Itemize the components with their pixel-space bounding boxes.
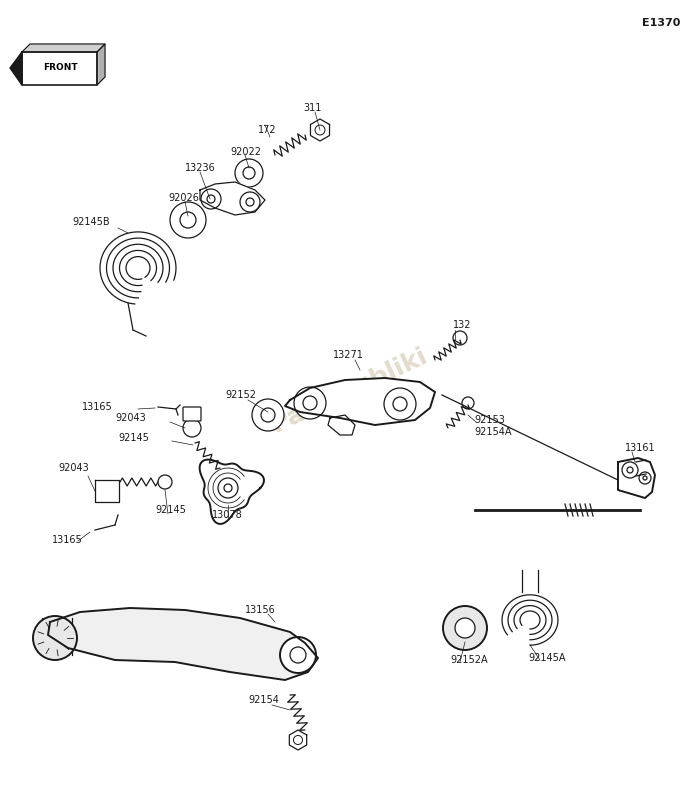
Text: 92145: 92145	[118, 433, 149, 443]
Circle shape	[235, 159, 263, 187]
Circle shape	[201, 189, 221, 209]
Text: 13161: 13161	[625, 443, 656, 453]
Circle shape	[643, 476, 647, 480]
Polygon shape	[200, 182, 265, 215]
Text: 132: 132	[453, 320, 471, 330]
Text: 92022: 92022	[230, 147, 261, 157]
Polygon shape	[618, 458, 655, 498]
Circle shape	[294, 735, 302, 745]
Text: 13156: 13156	[245, 605, 276, 615]
Polygon shape	[97, 44, 105, 85]
Text: 92152: 92152	[225, 390, 256, 400]
Text: 13078: 13078	[212, 510, 243, 520]
Circle shape	[280, 637, 316, 673]
Polygon shape	[95, 480, 119, 502]
Text: 92043: 92043	[115, 413, 146, 423]
Circle shape	[207, 195, 215, 203]
Circle shape	[246, 198, 254, 206]
Polygon shape	[48, 608, 318, 680]
Polygon shape	[12, 52, 22, 85]
Circle shape	[170, 202, 206, 238]
Text: 92154A: 92154A	[474, 427, 511, 437]
Polygon shape	[289, 730, 307, 750]
Text: 92043: 92043	[58, 463, 89, 473]
Text: 13165: 13165	[52, 535, 83, 545]
Circle shape	[180, 212, 196, 228]
Polygon shape	[22, 44, 105, 52]
Circle shape	[252, 399, 284, 431]
Circle shape	[261, 408, 275, 422]
Text: 13236: 13236	[185, 163, 216, 173]
Circle shape	[627, 467, 633, 473]
Text: FRONT: FRONT	[43, 63, 77, 73]
Circle shape	[33, 616, 77, 660]
Polygon shape	[285, 378, 435, 425]
Circle shape	[639, 472, 651, 484]
Circle shape	[462, 397, 474, 409]
Circle shape	[218, 478, 238, 498]
Text: 92154: 92154	[248, 695, 279, 705]
Circle shape	[294, 387, 326, 419]
Circle shape	[393, 397, 407, 411]
Circle shape	[158, 475, 172, 489]
Text: 92153: 92153	[474, 415, 505, 425]
Text: 13165: 13165	[82, 402, 113, 412]
Text: 311: 311	[303, 103, 321, 113]
Circle shape	[303, 396, 317, 410]
FancyBboxPatch shape	[183, 407, 201, 421]
Polygon shape	[22, 52, 97, 85]
Circle shape	[455, 618, 475, 638]
Text: 13271: 13271	[333, 350, 364, 360]
Circle shape	[443, 606, 487, 650]
Text: 92145B: 92145B	[72, 217, 110, 227]
Polygon shape	[10, 52, 22, 85]
Circle shape	[622, 462, 638, 478]
Circle shape	[243, 167, 255, 179]
Text: 92145A: 92145A	[528, 653, 566, 663]
Circle shape	[224, 484, 232, 492]
Circle shape	[240, 192, 260, 212]
Text: E1370: E1370	[641, 18, 680, 28]
Polygon shape	[311, 119, 329, 141]
Circle shape	[384, 388, 416, 420]
Text: 92026: 92026	[168, 193, 199, 203]
Circle shape	[183, 419, 201, 437]
Circle shape	[315, 125, 325, 135]
Text: 92152A: 92152A	[450, 655, 488, 665]
Circle shape	[290, 647, 306, 663]
Circle shape	[453, 331, 467, 345]
Polygon shape	[328, 415, 355, 435]
Text: Partspubliki: Partspubliki	[268, 343, 432, 437]
Text: 172: 172	[258, 125, 276, 135]
Polygon shape	[200, 459, 264, 524]
Text: 92145: 92145	[155, 505, 186, 515]
